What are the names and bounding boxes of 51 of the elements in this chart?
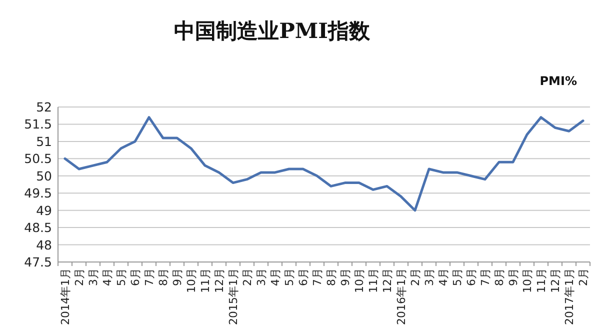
x-tick-label: 12月	[549, 268, 562, 293]
y-axis-title: PMI%	[540, 74, 577, 88]
x-tick-label: 12月	[213, 268, 226, 293]
x-tick-label: 12月	[381, 268, 394, 293]
x-tick-label: 2014年1月	[59, 268, 72, 325]
x-tick-label: 6月	[297, 268, 310, 286]
x-tick-label: 3月	[423, 268, 436, 286]
x-tick-label: 2月	[577, 268, 590, 286]
x-tick-label: 7月	[479, 268, 492, 286]
x-tick-label: 5月	[115, 268, 128, 286]
x-tick-label: 9月	[339, 268, 352, 286]
x-tick-label: 2017年1月	[563, 268, 576, 325]
x-tick-label: 5月	[451, 268, 464, 286]
x-tick-label: 3月	[255, 268, 268, 286]
x-tick-label: 10月	[521, 268, 534, 293]
x-tick-label: 2月	[241, 268, 254, 286]
x-tick-label: 2016年1月	[395, 268, 408, 325]
x-tick-label: 2月	[409, 268, 422, 286]
x-tick-label: 11月	[199, 268, 212, 293]
x-tick-label: 7月	[311, 268, 324, 286]
x-tick-label: 10月	[353, 268, 366, 293]
y-tick-label: 47.5	[24, 254, 52, 270]
x-tick-label: 8月	[325, 268, 338, 286]
x-tick-label: 9月	[171, 268, 184, 286]
x-tick-label: 3月	[87, 268, 100, 286]
x-tick-label: 5月	[283, 268, 296, 286]
x-tick-label: 10月	[185, 268, 198, 293]
y-tick-label: 49	[36, 202, 52, 218]
line-series	[64, 116, 584, 212]
x-tick-label: 6月	[465, 268, 478, 286]
x-tick-label: 11月	[367, 268, 380, 293]
y-tick-label: 49.5	[24, 186, 52, 201]
y-tick-label: 51.5	[24, 116, 52, 132]
x-tick-label: 2015年1月	[227, 268, 240, 325]
y-tick-label: 52	[36, 100, 52, 114]
y-tick-label: 50	[36, 168, 52, 184]
x-tick-label: 4月	[269, 268, 282, 286]
y-tick-label: 48.5	[24, 220, 52, 236]
x-tick-label: 4月	[437, 268, 450, 286]
x-tick-label: 8月	[157, 268, 170, 286]
y-tick-label: 48	[36, 237, 52, 252]
x-tick-label: 6月	[129, 268, 142, 286]
y-tick-label: 50.5	[24, 151, 52, 166]
x-tick-label: 4月	[101, 268, 114, 286]
y-tick-label: 51	[36, 134, 52, 149]
x-tick-label: 2月	[73, 268, 86, 286]
x-tick-label: 8月	[493, 268, 506, 286]
chart-title: 中国制造业PMI指数	[174, 18, 371, 43]
x-tick-label: 11月	[535, 268, 548, 293]
x-tick-label: 9月	[507, 268, 520, 286]
x-tick-label: 7月	[143, 268, 156, 286]
